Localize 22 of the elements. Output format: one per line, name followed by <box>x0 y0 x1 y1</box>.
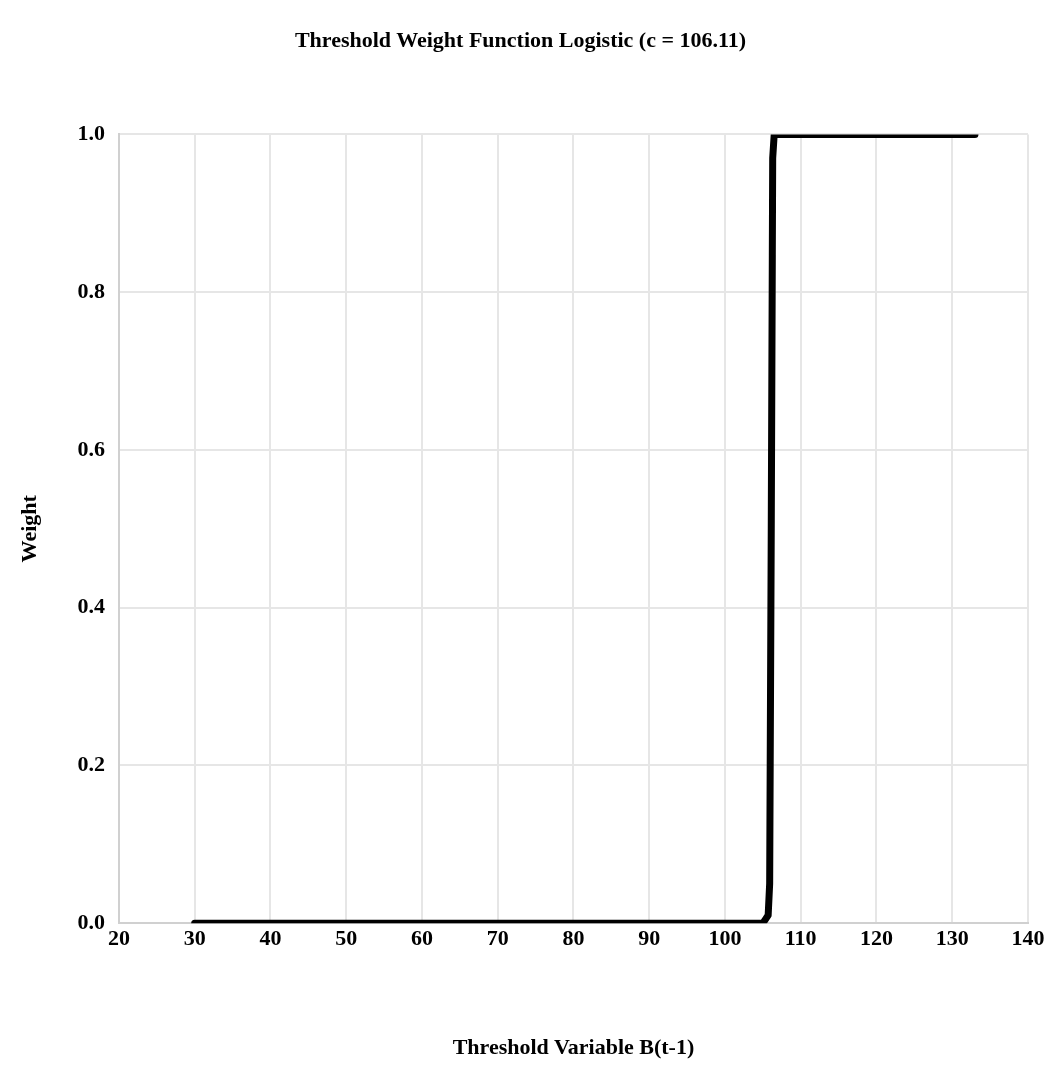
x-tick-label: 20 <box>107 925 130 951</box>
x-tick-label: 120 <box>859 925 893 951</box>
x-tick-label: 110 <box>784 925 817 951</box>
x-tick-label: 30 <box>183 925 206 951</box>
x-tick-label: 70 <box>486 925 509 951</box>
x-tick-label: 130 <box>935 925 969 951</box>
y-tick-label: 0.2 <box>77 751 105 777</box>
x-tick-label: 80 <box>562 925 585 951</box>
x-tick-label: 100 <box>708 925 742 951</box>
y-tick-label: 0.8 <box>77 277 105 303</box>
y-tick-label: 0.6 <box>77 435 105 461</box>
x-axis-title: Threshold Variable B(t-1) <box>452 1034 695 1060</box>
y-tick-label: 0.4 <box>77 593 105 619</box>
y-axis-title: Weight <box>15 494 41 563</box>
y-tick-label: 1.0 <box>77 120 105 146</box>
x-tick-label: 40 <box>259 925 282 951</box>
y-tick-label: 0.0 <box>77 908 105 934</box>
chart-title: Threshold Weight Function Logistic (c = 106.11) <box>294 26 747 52</box>
x-tick-label: 90 <box>638 925 661 951</box>
x-tick-label: 140 <box>1011 925 1045 951</box>
x-tick-label: 60 <box>410 925 433 951</box>
x-tick-label: 50 <box>335 925 358 951</box>
